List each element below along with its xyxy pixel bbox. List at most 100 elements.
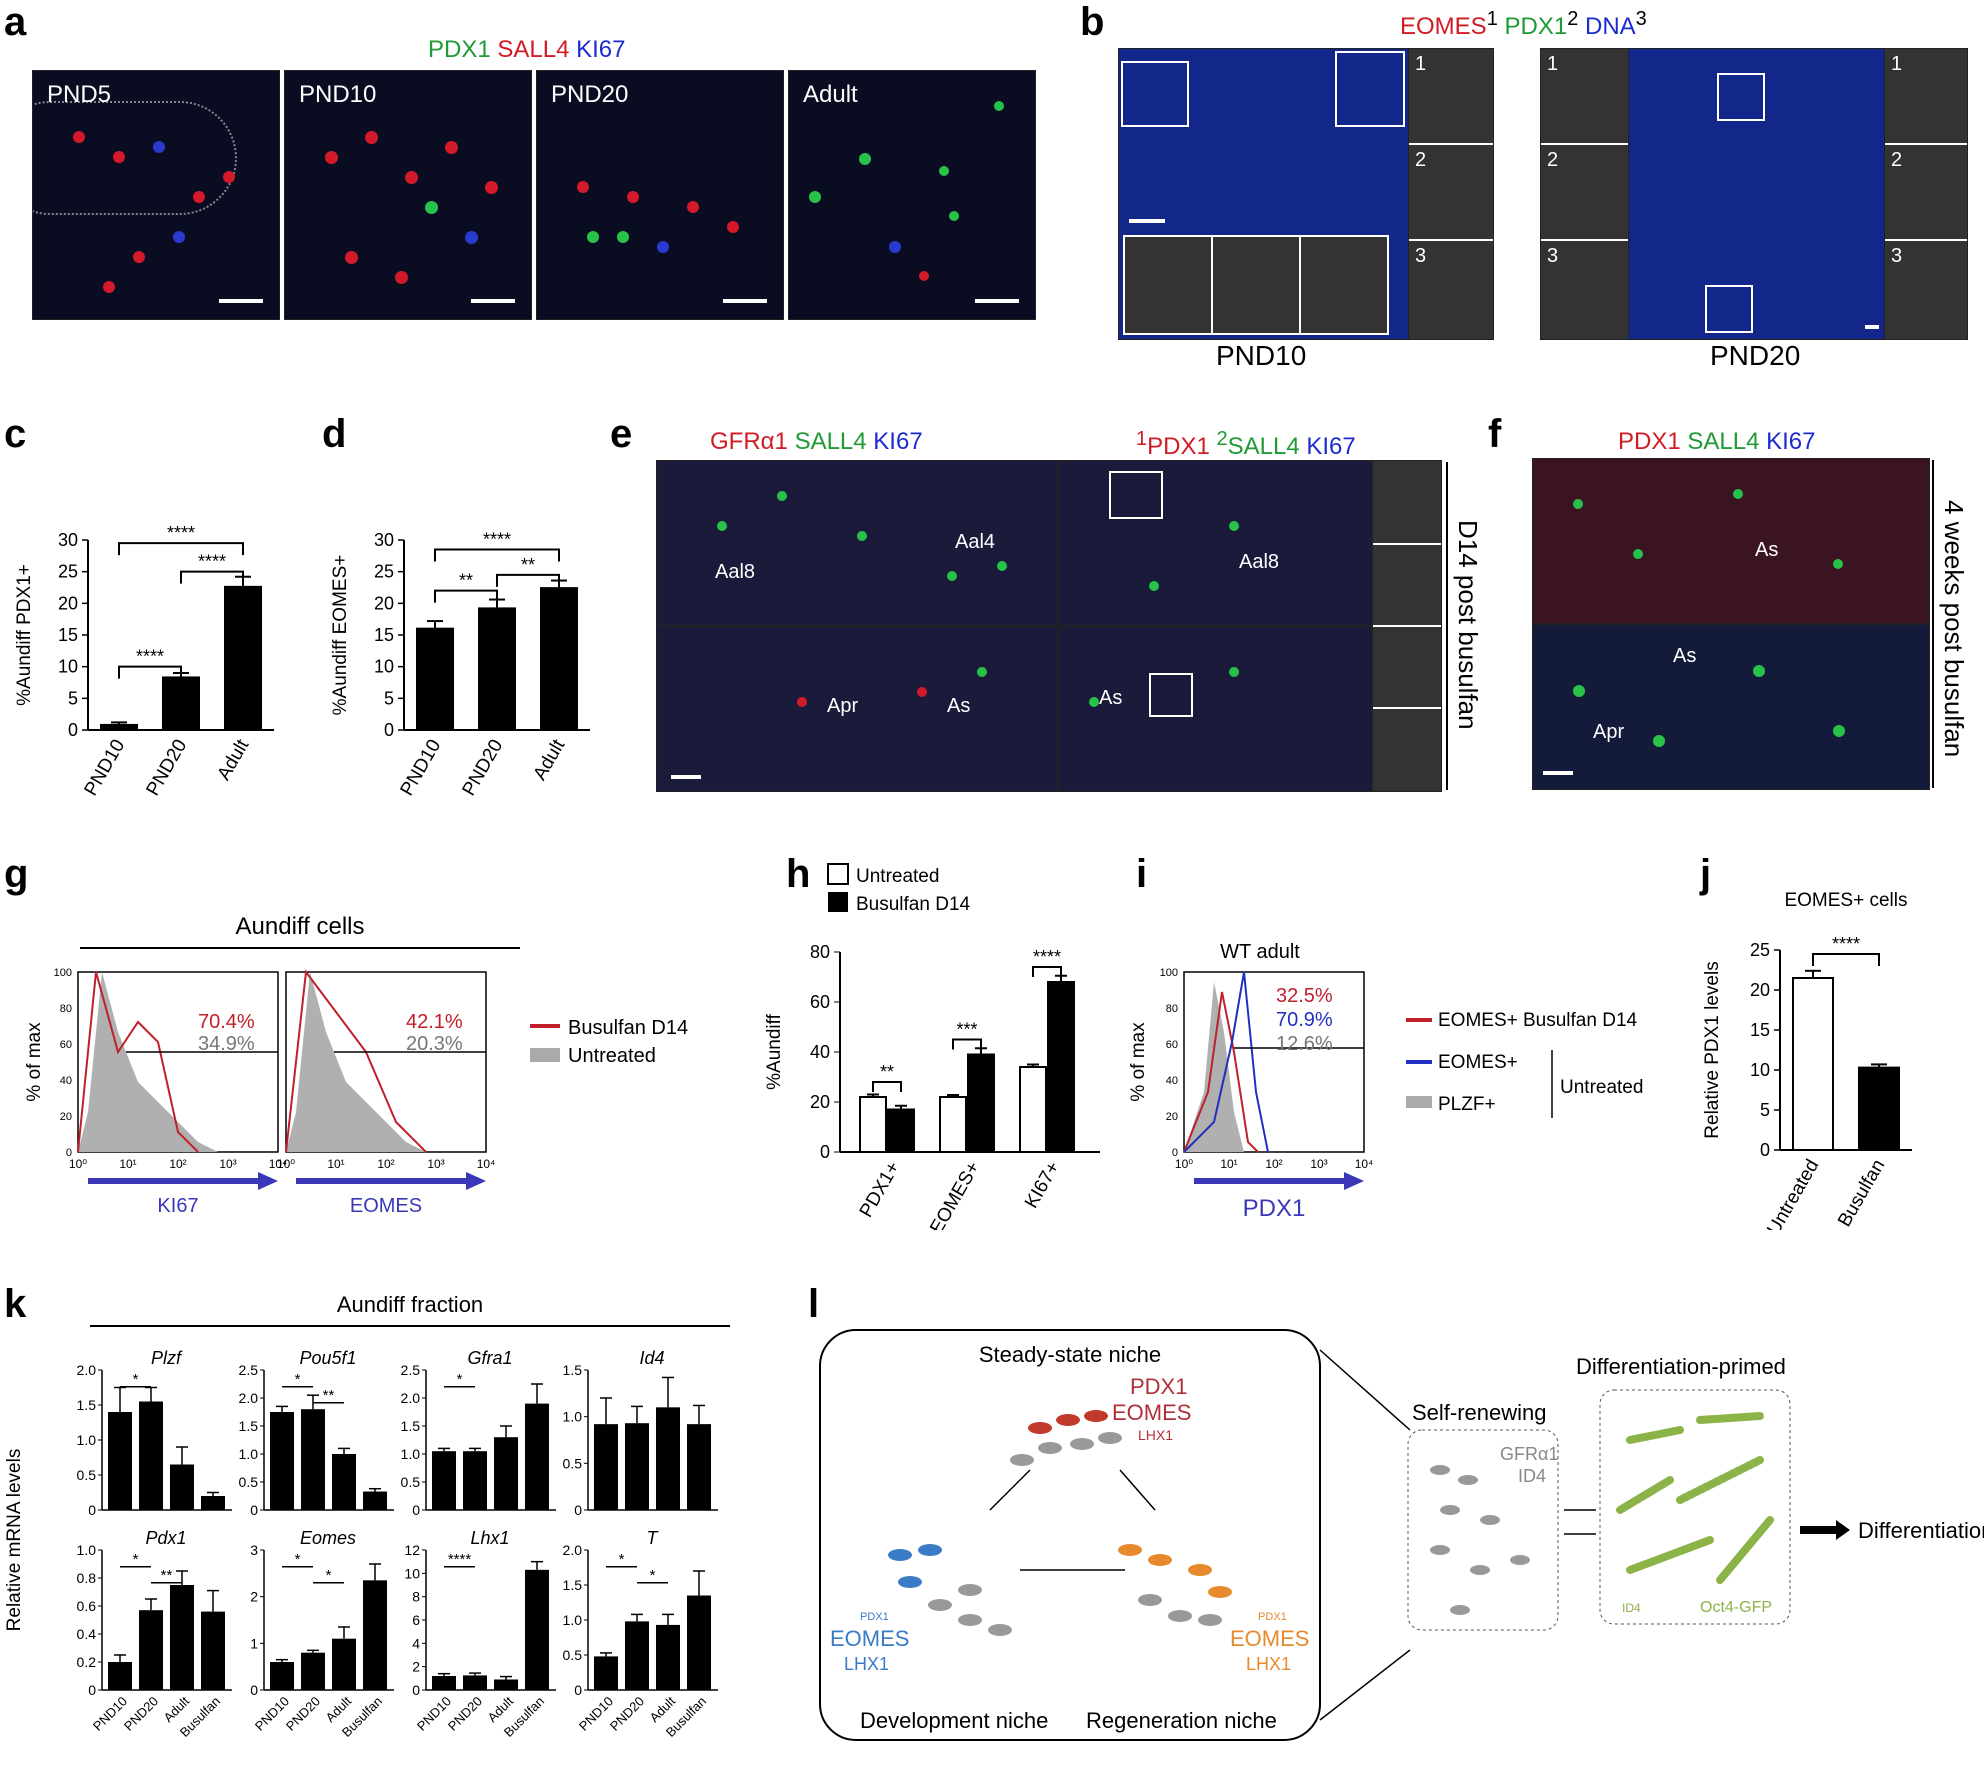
bar <box>656 1624 680 1690</box>
panel-label-c: c <box>4 412 27 456</box>
y-tick-label: 0 <box>384 720 394 740</box>
y-axis-label: %Aundiff <box>764 1013 785 1089</box>
bar <box>463 1451 487 1510</box>
sig-bracket <box>118 665 182 679</box>
sig-label: ** <box>521 555 535 575</box>
y-tick-label: 40 <box>60 1075 72 1087</box>
x-tick-label: 10⁰ <box>1175 1157 1193 1171</box>
bar <box>525 1569 549 1690</box>
bar <box>301 1409 325 1510</box>
regen-cells <box>1118 1544 1232 1626</box>
chart-title: Aundiff cells <box>236 913 365 940</box>
legend-swatch-untreated <box>827 863 849 885</box>
eomes-busulfan-histogram <box>1183 991 1259 1153</box>
x-tick-label: 10² <box>169 1157 186 1171</box>
sig-label: * <box>295 1551 301 1568</box>
y-tick-label: 0.5 <box>239 1474 259 1490</box>
micrograph-b-pnd20 <box>1628 48 1886 340</box>
f-side-label: 4 weeks post busulfan <box>1939 500 1969 758</box>
y-tick-label: 0 <box>250 1682 258 1698</box>
gene-title: T <box>647 1528 660 1548</box>
sig-label: ** <box>459 571 473 591</box>
svg-text:EOMES: EOMES <box>1112 1400 1191 1425</box>
chart-k: Aundiff fraction Relative mRNA levels Plzf… <box>4 1292 730 1740</box>
bar <box>332 1638 356 1690</box>
chart-j: 0 5 10 15 20 25 Untreated Busulfan Relative PDX1… <box>1702 890 1912 1230</box>
gene-title: Eomes <box>300 1528 356 1548</box>
x-tick-label: 10⁰ <box>69 1157 87 1171</box>
bar <box>270 1412 294 1510</box>
sr-cells <box>1430 1465 1530 1615</box>
y-tick-label: 0 <box>574 1502 582 1518</box>
y-tick-label: 0.5 <box>401 1474 421 1490</box>
y-tick-label: 2 <box>412 1659 420 1675</box>
svg-text:Oct4-GFP: Oct4-GFP <box>1700 1599 1772 1616</box>
sig-label: **** <box>198 552 226 572</box>
y-tick-label: 10 <box>1750 1060 1770 1080</box>
y-tick-label: 1.5 <box>77 1397 97 1413</box>
bar <box>594 1424 618 1510</box>
e-side-label: D14 post busulfan <box>1453 520 1483 730</box>
svg-text:LHX1: LHX1 <box>844 1654 889 1674</box>
panel-a-title: PDX1 SALL4 KI67 <box>428 36 626 63</box>
panel-e-left-title: GFRα1 SALL4 KI67 <box>710 428 923 455</box>
y-tick-label: 25 <box>374 562 394 582</box>
micrograph-e-4: As <box>1058 626 1372 792</box>
svg-text:PDX1: PDX1 <box>1258 1611 1287 1623</box>
gene-title: Pdx1 <box>145 1528 186 1548</box>
y-tick-label: 0 <box>820 1142 830 1162</box>
bar <box>139 1610 163 1690</box>
y-tick-label: 80 <box>60 1003 72 1015</box>
y-tick-label: 2.5 <box>401 1362 421 1378</box>
y-tick-label: 4 <box>412 1635 420 1651</box>
svg-text:EOMES: EOMES <box>830 1626 909 1651</box>
y-tick-label: 1.0 <box>77 1542 97 1558</box>
bar <box>478 607 516 731</box>
y-tick-label: 15 <box>58 625 78 645</box>
micrograph-e-1: Aal8 Aal4 <box>656 460 1058 626</box>
y-tick-label: 0 <box>88 1682 96 1698</box>
micrograph-e-3: Aal8 <box>1058 460 1372 626</box>
sig-label: * <box>295 1371 301 1388</box>
gate-percent: 70.9% <box>1276 1009 1333 1031</box>
sig-label: * <box>650 1567 656 1584</box>
histogram-frame <box>1183 971 1365 1153</box>
micrograph-f-1: As <box>1532 458 1930 624</box>
bar <box>432 1676 456 1690</box>
svg-text:PDX1: PDX1 <box>1130 1374 1187 1399</box>
svg-text:LHX1: LHX1 <box>1138 1427 1173 1443</box>
x-tick-label: Untreated <box>1763 1156 1823 1230</box>
legend-untreated: Untreated <box>568 1045 656 1067</box>
bar <box>594 1656 618 1690</box>
y-tick-label: 0 <box>66 1147 72 1159</box>
y-axis-label: Relative PDX1 levels <box>1702 961 1723 1138</box>
dev-cells <box>888 1544 1012 1636</box>
legend-label: EOMES+ <box>1438 1052 1518 1073</box>
x-axis-label: PDX1 <box>1243 1195 1306 1222</box>
chart-i: WT adult 32.5%70.9%12.6% 0 20 40 60 80 100 10⁰ 10… <box>1128 941 1643 1222</box>
y-tick-label: 0 <box>412 1682 420 1698</box>
sig-bracket <box>952 1038 982 1050</box>
x-tick-label: PND10 <box>81 736 130 800</box>
legend-label: EOMES+ Busulfan D14 <box>1438 1010 1638 1031</box>
axis-arrowhead <box>1344 1172 1364 1190</box>
sig-bracket <box>872 1081 902 1092</box>
bar <box>301 1652 325 1690</box>
diff-primed-label: Differentiation-primed <box>1576 1354 1786 1379</box>
y-tick-label: 1.5 <box>239 1418 259 1434</box>
steady-cells <box>1010 1410 1122 1466</box>
sig-label: ** <box>161 1567 173 1584</box>
busulfan-histogram <box>285 969 427 1153</box>
y-tick-label: 5 <box>1760 1100 1770 1120</box>
bar <box>100 723 138 732</box>
y-tick-label: 40 <box>810 1042 830 1062</box>
sig-label: **** <box>1832 934 1860 954</box>
y-tick-label: 20 <box>1750 980 1770 1000</box>
legend-busulfan: Busulfan D14 <box>568 1017 688 1039</box>
y-tick-label: 10 <box>404 1565 420 1581</box>
panel-label-a: a <box>4 0 27 44</box>
bar <box>625 1423 649 1510</box>
gene-title: Plzf <box>151 1348 183 1368</box>
svg-text:ID4: ID4 <box>1622 1601 1641 1615</box>
chart-title: Aundiff fraction <box>337 1292 483 1317</box>
